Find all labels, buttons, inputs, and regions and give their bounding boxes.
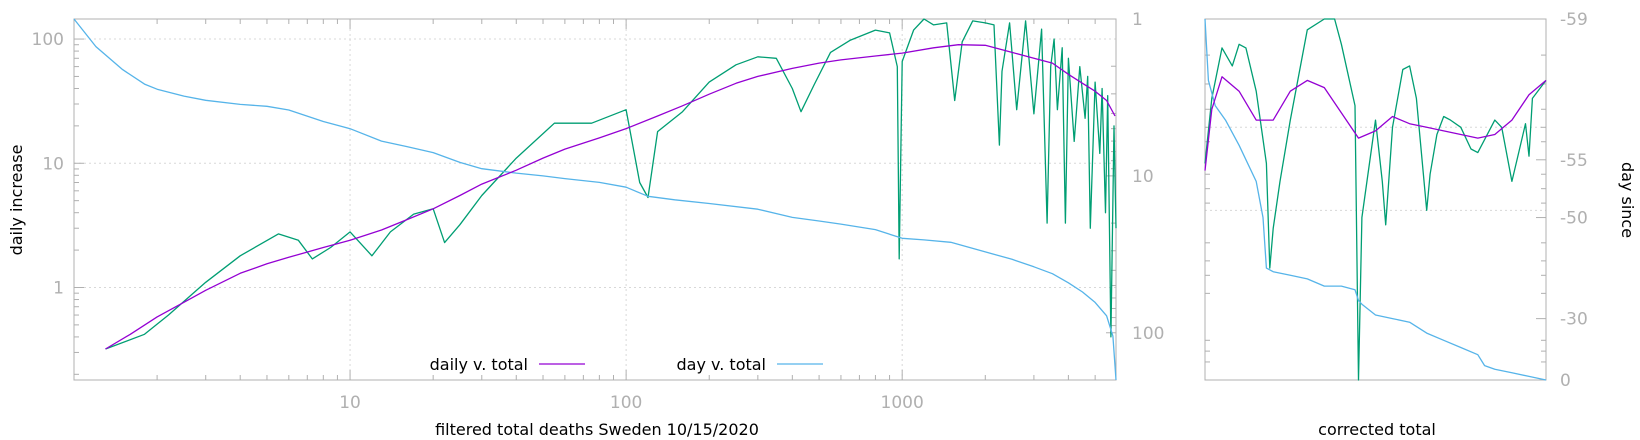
- main-series: [73, 18, 1117, 381]
- main-x-tick-label: 1000: [881, 393, 924, 413]
- main-plot-frame: [73, 18, 1117, 381]
- legend: daily v. total day v. total: [430, 355, 823, 374]
- inset-y2-axis-label: day since: [1618, 162, 1637, 238]
- main-x-axis-label: filtered total deaths Sweden 10/15/2020: [435, 420, 759, 439]
- inset-series-raw: [1204, 18, 1547, 381]
- main-y2-tick-label: 100: [1132, 324, 1164, 344]
- main-x-tick-label: 10: [339, 393, 361, 413]
- main-y-axis-label: daily increase: [7, 145, 26, 256]
- inset-series-smoothed: [1204, 76, 1547, 171]
- inset-plot-frame: [1204, 18, 1547, 381]
- inset-y2-tick-label: -50: [1560, 209, 1588, 229]
- legend-label-daily: daily v. total: [430, 355, 528, 374]
- inset-series: [1204, 18, 1547, 381]
- main-y2-tick-label: 1: [1132, 10, 1143, 30]
- main-ticks: 10 100 1000 1 10 100 1 10 100: [32, 10, 1165, 413]
- main-y-tick-label: 10: [42, 154, 64, 174]
- inset-ticks: -59 -55 -50 -30 0: [1205, 10, 1588, 391]
- main-grid: [74, 19, 1116, 380]
- inset-grid: [1205, 126, 1546, 211]
- main-y-tick-label: 100: [32, 30, 64, 50]
- main-y2-tick-label: 10: [1132, 167, 1154, 187]
- main-series-day-v-total: [73, 18, 1117, 381]
- legend-label-day: day v. total: [677, 355, 767, 374]
- main-series-raw-daily: [105, 18, 1117, 350]
- inset-series-day: [1204, 18, 1547, 381]
- inset-y2-tick-label: -55: [1560, 151, 1588, 171]
- main-series-daily-v-total: [105, 44, 1116, 350]
- inset-x-axis-label: corrected total: [1318, 420, 1436, 439]
- inset-y2-tick-label: 0: [1560, 371, 1571, 391]
- main-x-tick-label: 100: [610, 393, 642, 413]
- main-y-tick-label: 1: [53, 278, 64, 298]
- inset-y2-tick-label: -59: [1560, 10, 1588, 30]
- inset-y2-tick-label: -30: [1560, 310, 1588, 330]
